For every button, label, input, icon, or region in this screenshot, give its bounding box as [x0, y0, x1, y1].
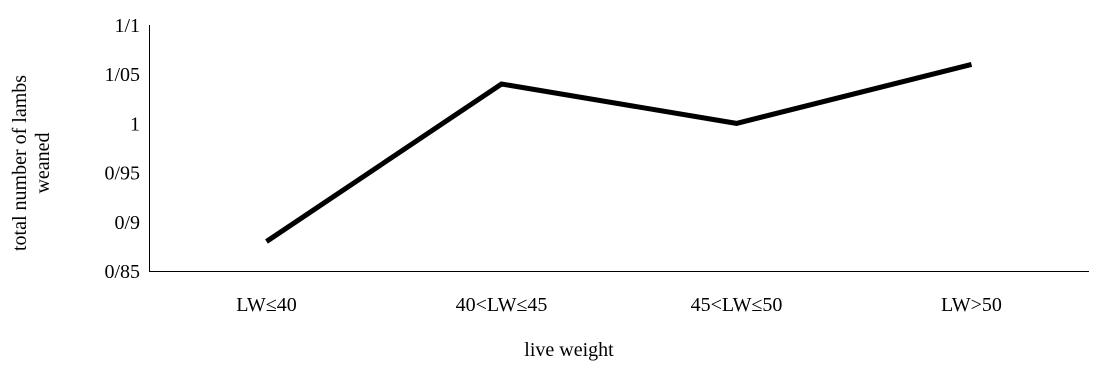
y-tick-label: 0/9	[114, 212, 140, 234]
x-category-label: LW>50	[941, 294, 1002, 316]
x-category-label: 45<LW≤50	[691, 294, 783, 316]
x-axis-title: live weight	[524, 339, 614, 361]
x-category-label: 40<LW≤45	[456, 294, 548, 316]
y-axis-title-line-1: total number of lambs	[9, 75, 31, 251]
x-category-label: LW≤40	[236, 294, 297, 316]
y-tick-label: 1	[130, 113, 140, 135]
y-tick-labels: 0/85 0/9 0/95 1 1/05 1/1	[104, 15, 140, 283]
series-group	[265, 61, 973, 244]
x-category-labels: LW≤40 40<LW≤45 45<LW≤50 LW>50	[236, 294, 1002, 316]
y-tick-label: 1/1	[114, 15, 140, 37]
y-tick-label: 0/95	[104, 163, 140, 185]
series-line	[265, 61, 973, 244]
y-tick-label: 0/85	[104, 261, 140, 283]
y-axis-title: total number of lambs weaned	[9, 75, 54, 251]
y-axis-title-line-2: weaned	[32, 132, 54, 193]
y-tick-label: 1/05	[104, 64, 140, 86]
